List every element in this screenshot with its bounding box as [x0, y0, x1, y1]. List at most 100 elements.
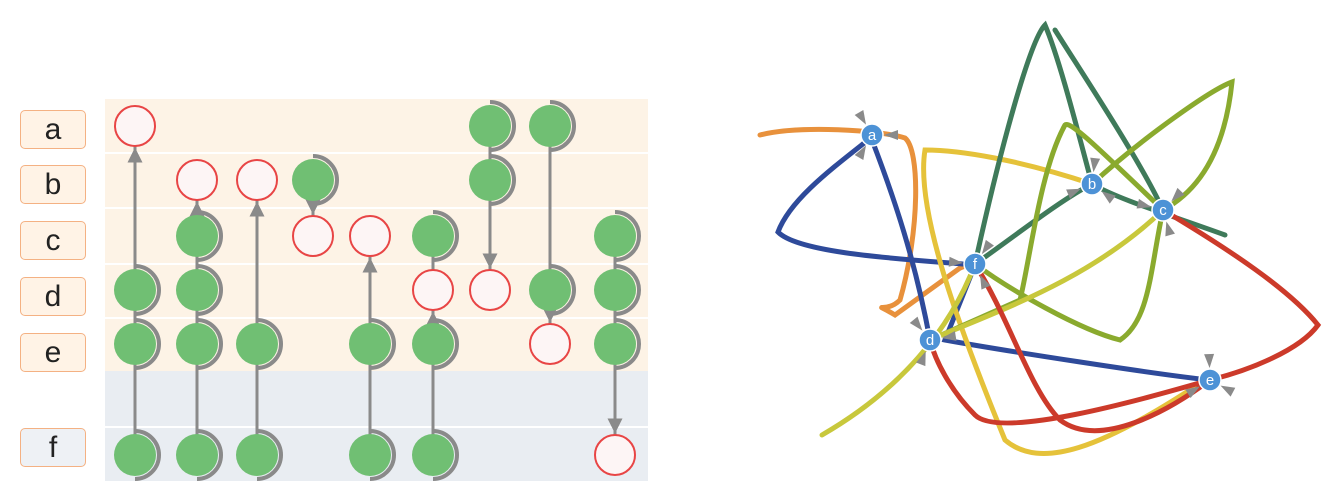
graph-node-label: a [868, 127, 877, 144]
arrowhead-icon [854, 109, 866, 125]
source-node [529, 105, 571, 147]
node-bracket [432, 210, 459, 262]
row-label-d: d [20, 277, 86, 316]
row-label-e: e [20, 333, 86, 372]
target-node [412, 269, 454, 311]
node-bracket [614, 264, 641, 316]
arrowhead-icon [980, 274, 991, 290]
graph-node-circle [1080, 172, 1104, 196]
node-bracket [134, 318, 161, 370]
source-node [412, 323, 454, 365]
arrowhead-icon [1185, 386, 1200, 399]
source-node [176, 434, 218, 476]
source-node [176, 269, 218, 311]
graph-node-label: d [926, 332, 934, 349]
hypergraph-matrix [105, 99, 648, 481]
target-node [529, 323, 571, 365]
source-node [594, 269, 636, 311]
target-node [176, 159, 218, 201]
node-bracket [196, 318, 223, 370]
source-node [349, 323, 391, 365]
node-bracket [196, 429, 223, 481]
arrowhead-icon [916, 351, 926, 367]
arrowhead-icon [1220, 385, 1236, 397]
source-node [349, 434, 391, 476]
graph-node-c: c [1136, 187, 1185, 237]
source-node [176, 215, 218, 257]
arrowhead-icon [1090, 157, 1101, 173]
arrowhead-icon [884, 130, 898, 140]
arrowhead-icon [1136, 198, 1152, 209]
target-node [349, 215, 391, 257]
graph-node-label: b [1088, 176, 1096, 193]
arrowhead-icon [981, 239, 995, 255]
row-label-c: c [20, 221, 86, 260]
row-label-a: a [20, 110, 86, 149]
source-node [236, 434, 278, 476]
arrowhead-icon [1171, 187, 1185, 202]
graph-node-circle [918, 328, 942, 352]
node-bracket [549, 100, 576, 152]
node-bracket [369, 318, 396, 370]
target-node [292, 215, 334, 257]
source-node [469, 105, 511, 147]
graph-nodes: a b c d e f [854, 109, 1236, 399]
target-node [114, 105, 156, 147]
node-bracket [134, 429, 161, 481]
graph-node-a: a [854, 109, 898, 161]
arrowhead-icon [941, 330, 957, 341]
row-label-b: b [20, 165, 86, 204]
edge-orange [757, 126, 978, 318]
graph-node-circle [963, 252, 987, 276]
source-node [114, 323, 156, 365]
arrowhead-icon [1204, 353, 1215, 369]
node-bracket [256, 429, 283, 481]
source-node [236, 323, 278, 365]
node-bracket [369, 429, 396, 481]
arrowhead-icon [854, 145, 866, 161]
graph-node-circle [860, 123, 884, 147]
graph-node-label: e [1206, 372, 1214, 389]
node-bracket [312, 154, 339, 206]
node-bracket [614, 210, 641, 262]
edge-olive [927, 78, 1235, 343]
edge-gold [921, 147, 1208, 456]
graph-node-circle [1198, 368, 1222, 392]
source-node [412, 215, 454, 257]
source-node [114, 434, 156, 476]
node-bracket [196, 210, 223, 262]
target-node [594, 434, 636, 476]
edge-darkgreen [972, 20, 1228, 267]
source-node [412, 434, 454, 476]
arrowhead-icon [1101, 191, 1116, 204]
node-bracket [489, 100, 516, 152]
graph-node-e: e [1185, 353, 1236, 399]
arrowhead-icon [1165, 221, 1175, 237]
source-node [292, 159, 334, 201]
graph-node-b: b [1066, 157, 1116, 204]
node-bracket [432, 429, 459, 481]
edge-yellow [819, 207, 1166, 438]
source-node [594, 323, 636, 365]
node-bracket [134, 264, 161, 316]
node-bracket [196, 264, 223, 316]
source-node [114, 269, 156, 311]
node-bracket [549, 264, 576, 316]
graph-node-label: c [1159, 202, 1167, 219]
graph-node-circle [1151, 198, 1175, 222]
node-bracket [489, 154, 516, 206]
graph-node-label: f [973, 256, 978, 273]
source-node [176, 323, 218, 365]
node-bracket [432, 318, 459, 370]
arrowhead-icon [1066, 188, 1081, 199]
target-node [236, 159, 278, 201]
source-node [469, 159, 511, 201]
target-node [469, 269, 511, 311]
arrowhead-icon [948, 256, 964, 267]
graph-node-f: f [948, 239, 995, 290]
arrowhead-icon [909, 316, 923, 331]
source-node [594, 215, 636, 257]
node-bracket [256, 318, 283, 370]
graph-node-d: d [909, 316, 957, 367]
